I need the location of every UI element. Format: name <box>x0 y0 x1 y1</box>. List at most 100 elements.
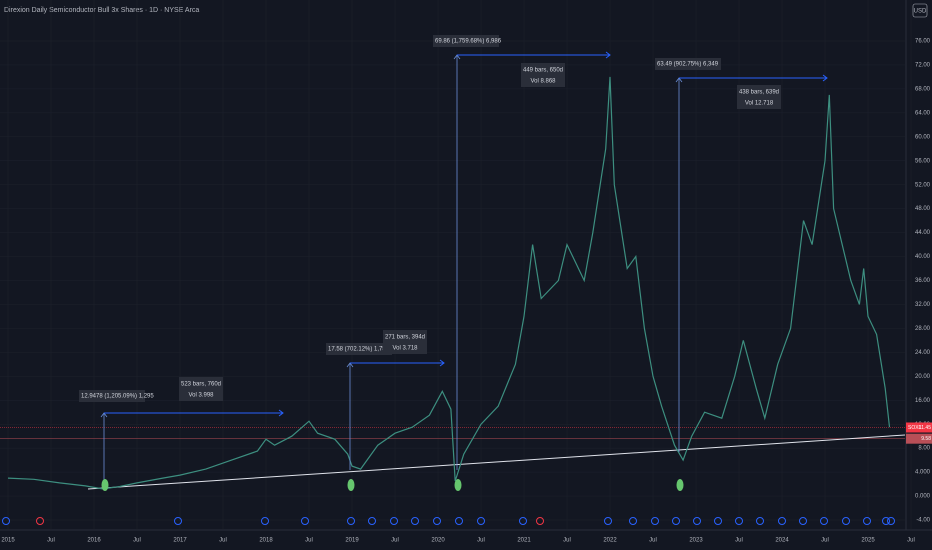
trend-price-value: 9.58 <box>921 436 931 442</box>
measure-bars: 523 bars, 760d <box>181 382 221 388</box>
y-tick-label: -4.00 <box>916 518 930 524</box>
measure-box <box>655 58 721 70</box>
y-tick-label: 8.00 <box>918 446 930 452</box>
y-tick-label: 52.00 <box>915 182 931 188</box>
low-marker <box>454 479 462 491</box>
x-tick-label: Jul <box>47 538 55 544</box>
measure-change: 63.49 (902.75%) 6,349 <box>657 62 719 68</box>
event-icon[interactable] <box>714 517 722 525</box>
event-icon[interactable] <box>455 517 463 525</box>
x-tick-label: 2022 <box>603 538 617 544</box>
x-tick-label: 2016 <box>87 538 101 544</box>
last-price-tag <box>906 422 932 433</box>
measure-box <box>79 390 145 402</box>
y-tick-label: 56.00 <box>915 158 931 164</box>
x-tick-label: Jul <box>649 538 657 544</box>
y-tick-label: 40.00 <box>915 254 931 260</box>
event-icon[interactable] <box>863 517 871 525</box>
x-tick-label: Jul <box>477 538 485 544</box>
measure-change: 17.58 (702.12%) 1,750 <box>328 347 390 353</box>
y-tick-label: 20.00 <box>915 374 931 380</box>
y-tick-label: 0.000 <box>915 494 931 500</box>
measure-vol: Vol 12.718 <box>745 101 774 107</box>
price-line <box>7 76 891 490</box>
trend-price-tag <box>906 433 932 444</box>
y-tick-label: 28.00 <box>915 326 931 332</box>
event-icon[interactable] <box>672 517 680 525</box>
measure-arrow-right <box>605 51 611 59</box>
measure-bars: 271 bars, 394d <box>385 335 425 341</box>
low-marker <box>101 479 109 491</box>
x-tick-label: Jul <box>821 538 829 544</box>
measure-change: 69.86 (1,759.68%) 6,986 <box>435 39 502 45</box>
event-icon[interactable] <box>519 517 527 525</box>
measure-vol: Vol 8.868 <box>530 79 556 85</box>
y-tick-label: 36.00 <box>915 278 931 284</box>
y-tick-label: 60.00 <box>915 134 931 140</box>
y-tick-label: 16.00 <box>915 398 931 404</box>
measure-info-box <box>737 85 781 109</box>
event-icon[interactable] <box>411 517 419 525</box>
x-tick-label: Jul <box>391 538 399 544</box>
x-tick-label: Jul <box>133 538 141 544</box>
x-tick-label: 2017 <box>173 538 187 544</box>
x-tick-label: Jul <box>735 538 743 544</box>
event-icon[interactable] <box>433 517 441 525</box>
measure-info-box <box>383 330 427 354</box>
event-icon[interactable] <box>735 517 743 525</box>
x-tick-label: 2021 <box>517 538 531 544</box>
event-icon[interactable] <box>347 517 355 525</box>
event-icon[interactable] <box>882 517 890 525</box>
y-tick-label: 44.00 <box>915 230 931 236</box>
event-icon[interactable] <box>778 517 786 525</box>
event-icon[interactable] <box>693 517 701 525</box>
event-icon[interactable] <box>477 517 485 525</box>
measure-box <box>326 343 392 355</box>
event-icon[interactable] <box>887 517 895 525</box>
last-price-value: 11.45 <box>919 425 931 431</box>
x-tick-label: Jul <box>563 538 571 544</box>
event-icon[interactable] <box>756 517 764 525</box>
measure-arrow-right <box>439 359 445 367</box>
y-tick-label: 76.00 <box>915 39 931 45</box>
measure-vol: Vol 3.718 <box>392 346 418 352</box>
x-tick-label: Jul <box>219 538 227 544</box>
y-tick-label: 68.00 <box>915 86 931 92</box>
low-marker <box>347 479 355 491</box>
event-icon[interactable] <box>651 517 659 525</box>
measure-bars: 449 bars, 650d <box>523 68 563 74</box>
event-icon[interactable] <box>629 517 637 525</box>
annotations: 12.9478 (1,205.09%) 1,295 523 bars, 760d V… <box>79 35 828 486</box>
currency[interactable]: USD <box>914 9 927 15</box>
event-icon[interactable] <box>820 517 828 525</box>
x-tick-label: 2025 <box>861 538 875 544</box>
event-icon[interactable] <box>2 517 10 525</box>
x-tick-label: Jul <box>305 538 313 544</box>
y-tick-label: 72.00 <box>915 63 931 69</box>
x-tick-label: 2019 <box>345 538 359 544</box>
x-tick-label: 2023 <box>689 538 703 544</box>
event-icon[interactable] <box>390 517 398 525</box>
y-tick-label: 48.00 <box>915 206 931 212</box>
event-icon[interactable] <box>368 517 376 525</box>
currency-box[interactable] <box>912 3 928 18</box>
event-icon[interactable] <box>174 517 182 525</box>
event-icon[interactable] <box>799 517 807 525</box>
x-tick-label: 2015 <box>1 538 15 544</box>
x-tick-label: 2020 <box>431 538 445 544</box>
event-icon[interactable] <box>36 517 44 525</box>
event-icon[interactable] <box>842 517 850 525</box>
event-icon[interactable] <box>261 517 269 525</box>
measure-change: 12.9478 (1,205.09%) 1,295 <box>81 394 154 400</box>
measure-vol: Vol 3.998 <box>188 393 214 399</box>
event-icon[interactable] <box>536 517 544 525</box>
event-icon[interactable] <box>604 517 612 525</box>
low-marker <box>676 479 684 491</box>
y-tick-label: 64.00 <box>915 110 931 116</box>
event-icon[interactable] <box>301 517 309 525</box>
chart-title: Direxion Daily Semiconductor Bull 3x Sha… <box>4 7 199 14</box>
y-tick-label: 24.00 <box>915 350 931 356</box>
x-tick-label: 2018 <box>259 538 273 544</box>
measure-arrow-right <box>822 74 828 82</box>
